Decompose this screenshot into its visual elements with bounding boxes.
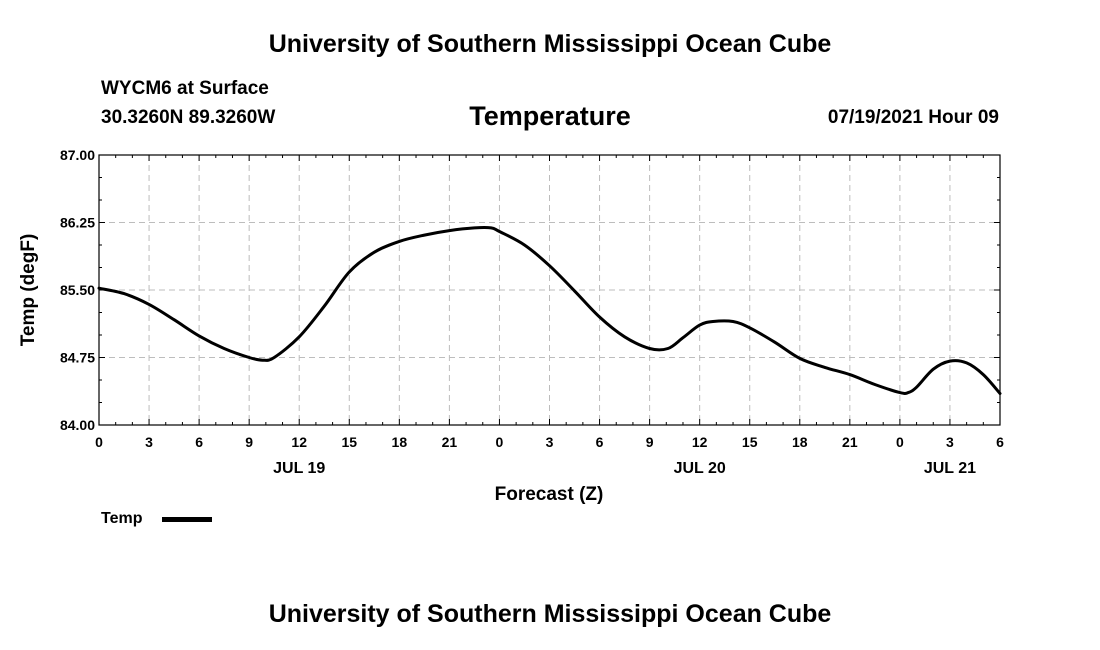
y-tick-label: 87.00 xyxy=(60,147,95,163)
x-tick-label: 0 xyxy=(496,434,504,450)
x-tick-label: 15 xyxy=(341,434,357,450)
date-label: JUL 20 xyxy=(674,460,726,477)
x-tick-label: 18 xyxy=(792,434,808,450)
y-tick-label: 84.75 xyxy=(60,350,95,366)
x-tick-label: 9 xyxy=(245,434,253,450)
axis-labels: 0 3 6 9 12 15 18 21 0 3 6 9 12 15 18 21 0 3 6 84.00 84.75 85.… xyxy=(60,147,1004,477)
legend-line-swatch xyxy=(162,517,212,522)
x-tick-label: 6 xyxy=(596,434,604,450)
x-tick-label: 12 xyxy=(692,434,708,450)
x-tick-label: 0 xyxy=(95,434,103,450)
date-label: JUL 19 xyxy=(273,460,325,477)
temp-series-line xyxy=(97,226,1002,395)
x-tick-label: 6 xyxy=(195,434,203,450)
variable-title: Temperature xyxy=(469,101,631,131)
x-axis-title: Forecast (Z) xyxy=(495,484,604,505)
forecast-datetime: 07/19/2021 Hour 09 xyxy=(827,107,999,128)
station-label: WYCM6 at Surface xyxy=(101,78,269,99)
x-tick-label: 3 xyxy=(546,434,554,450)
y-tick-label: 86.25 xyxy=(60,215,95,231)
legend-label: Temp xyxy=(101,510,143,527)
y-axis-title: Temp (degF) xyxy=(18,234,39,347)
x-tick-label: 6 xyxy=(996,434,1004,450)
bottom-title: University of Southern Mississippi Ocean… xyxy=(268,600,832,628)
x-tick-label: 3 xyxy=(946,434,954,450)
x-tick-label: 3 xyxy=(145,434,153,450)
x-tick-label: 0 xyxy=(896,434,904,450)
y-tick-label: 84.00 xyxy=(60,417,95,433)
x-tick-label: 18 xyxy=(392,434,408,450)
x-tick-label: 15 xyxy=(742,434,758,450)
plot-frame xyxy=(98,154,1001,426)
y-tick-label: 85.50 xyxy=(60,282,95,298)
top-title: University of Southern Mississippi Ocean… xyxy=(268,30,832,58)
x-tick-label: 21 xyxy=(842,434,858,450)
x-tick-label: 9 xyxy=(646,434,654,450)
date-label: JUL 21 xyxy=(924,460,976,477)
x-tick-label: 21 xyxy=(442,434,458,450)
series-layer xyxy=(97,226,1002,395)
grid-lines xyxy=(99,155,1000,425)
station-coordinates: 30.3260N 89.3260W xyxy=(101,107,276,128)
x-tick-label: 12 xyxy=(291,434,307,450)
